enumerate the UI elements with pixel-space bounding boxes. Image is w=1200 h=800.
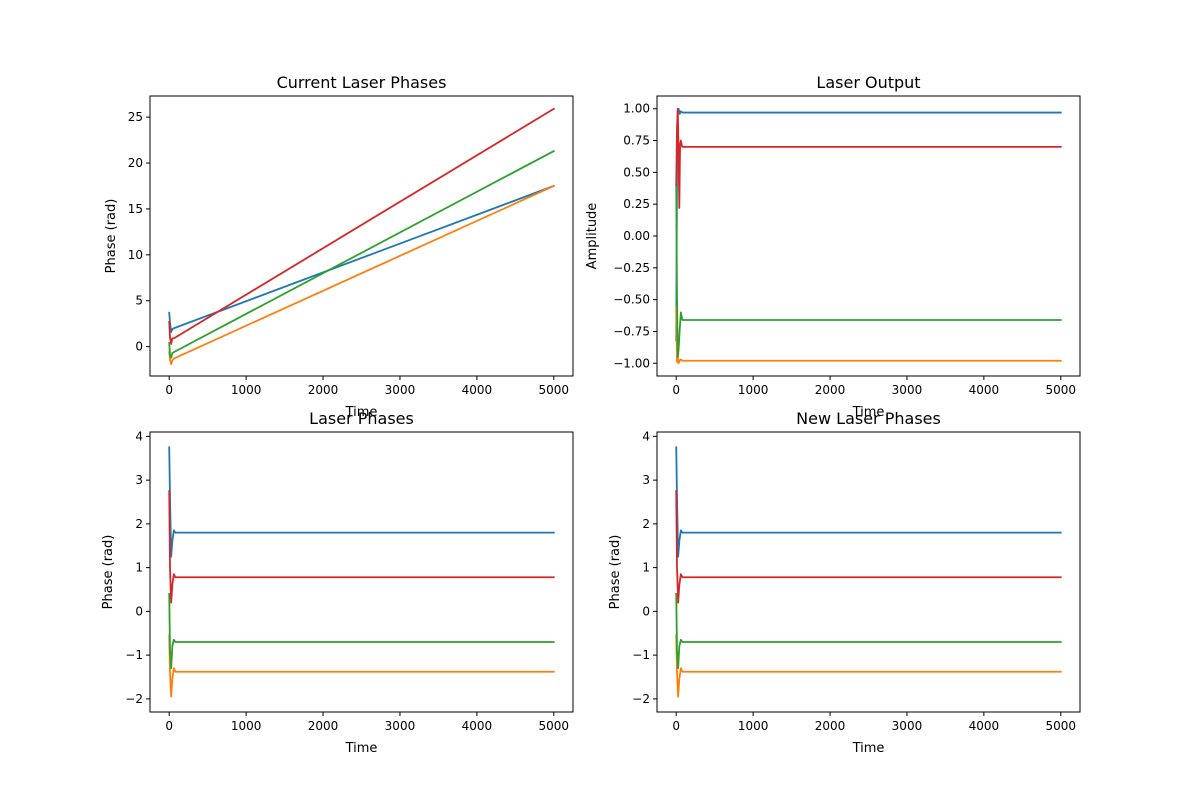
series-line-2 bbox=[675, 592, 1062, 670]
x-tick-label: 0 bbox=[672, 383, 680, 397]
chart-title: Laser Phases bbox=[309, 409, 414, 428]
x-tick-label: 0 bbox=[165, 383, 173, 397]
subplot-current-laser-phases: Current Laser Phases Time Phase (rad) 0 1… bbox=[104, 73, 574, 420]
subplot-laser-phases: Laser Phases Time Phase (rad) 0 1000 2000 3… bbox=[101, 409, 574, 756]
x-tick-label: 3000 bbox=[892, 383, 923, 397]
y-tick-label: 0.00 bbox=[623, 229, 650, 243]
y-axis-label: Phase (rad) bbox=[101, 535, 116, 610]
plot-area bbox=[675, 446, 1062, 698]
subplot-new-laser-phases: New Laser Phases Time Phase (rad) 0 1000 2… bbox=[608, 409, 1081, 756]
series-line-1 bbox=[675, 634, 1062, 698]
x-axis-label: Time bbox=[345, 405, 378, 420]
y-axis-label: Amplitude bbox=[585, 203, 600, 270]
axes-frame bbox=[656, 431, 1081, 713]
axes-frame bbox=[656, 95, 1081, 377]
x-tick-label: 5000 bbox=[1045, 719, 1076, 733]
y-tick-label: 0.25 bbox=[623, 197, 650, 211]
y-tick-label: 3 bbox=[135, 473, 143, 487]
y-tick-label: 15 bbox=[128, 202, 143, 216]
chart-title: Current Laser Phases bbox=[277, 73, 447, 92]
series-line-1 bbox=[168, 184, 555, 365]
x-tick-label: 3000 bbox=[892, 719, 923, 733]
x-tick-label: 1000 bbox=[231, 719, 262, 733]
x-axis-label: Time bbox=[852, 405, 885, 420]
y-tick-label: 4 bbox=[642, 429, 650, 443]
y-axis-label: Phase (rad) bbox=[104, 199, 119, 274]
subplot-laser-output: Laser Output Time Amplitude 0 1000 2000 300… bbox=[585, 73, 1081, 420]
plot-area bbox=[168, 107, 556, 365]
series-line-1 bbox=[168, 634, 555, 698]
axes-frame bbox=[149, 95, 574, 377]
x-tick-label: 3000 bbox=[385, 383, 416, 397]
series-line-2 bbox=[675, 185, 1062, 358]
x-tick-label: 4000 bbox=[969, 719, 1000, 733]
x-tick-label: 1000 bbox=[738, 383, 769, 397]
series-line-3 bbox=[168, 490, 555, 604]
plot-area bbox=[675, 107, 1062, 365]
y-tick-label: 0 bbox=[642, 604, 650, 618]
y-tick-label: 3 bbox=[642, 473, 650, 487]
x-tick-label: 5000 bbox=[538, 719, 569, 733]
x-tick-label: 4000 bbox=[462, 383, 493, 397]
y-tick-label: −1 bbox=[632, 648, 650, 662]
y-tick-label: −1 bbox=[125, 648, 143, 662]
chart-title: New Laser Phases bbox=[796, 409, 941, 428]
y-tick-label: 1 bbox=[135, 561, 143, 575]
y-tick-label: −0.25 bbox=[613, 261, 650, 275]
x-tick-label: 2000 bbox=[308, 383, 339, 397]
y-tick-label: −1.00 bbox=[613, 356, 650, 370]
y-tick-label: 0 bbox=[135, 340, 143, 354]
x-tick-label: 4000 bbox=[462, 719, 493, 733]
y-tick-label: 5 bbox=[135, 294, 143, 308]
x-tick-label: 5000 bbox=[538, 383, 569, 397]
y-tick-label: −2 bbox=[632, 692, 650, 706]
y-tick-label: 1.00 bbox=[623, 102, 650, 116]
x-axis-label: Time bbox=[345, 741, 378, 756]
x-tick-label: 1000 bbox=[231, 383, 262, 397]
y-tick-label: 25 bbox=[128, 110, 143, 124]
y-tick-label: 20 bbox=[128, 156, 143, 170]
series-line-3 bbox=[168, 107, 556, 345]
y-tick-label: 2 bbox=[135, 517, 143, 531]
series-line-3 bbox=[675, 107, 1062, 209]
series-line-2 bbox=[168, 592, 555, 670]
y-axis-label: Phase (rad) bbox=[608, 535, 623, 610]
x-tick-label: 0 bbox=[672, 719, 680, 733]
x-tick-label: 3000 bbox=[385, 719, 416, 733]
x-tick-label: 2000 bbox=[815, 383, 846, 397]
x-tick-label: 5000 bbox=[1045, 383, 1076, 397]
y-tick-label: −2 bbox=[125, 692, 143, 706]
chart-title: Laser Output bbox=[816, 73, 920, 92]
x-tick-label: 2000 bbox=[815, 719, 846, 733]
y-tick-label: 4 bbox=[135, 429, 143, 443]
x-axis-label: Time bbox=[852, 741, 885, 756]
y-tick-label: 0 bbox=[135, 604, 143, 618]
series-line-2 bbox=[168, 149, 555, 359]
x-tick-label: 4000 bbox=[969, 383, 1000, 397]
y-tick-label: −0.75 bbox=[613, 324, 650, 338]
x-tick-label: 1000 bbox=[738, 719, 769, 733]
y-tick-label: 2 bbox=[642, 517, 650, 531]
plot-area bbox=[168, 446, 555, 698]
series-line-1 bbox=[675, 306, 1062, 365]
y-tick-label: 10 bbox=[128, 248, 143, 262]
series-line-3 bbox=[675, 490, 1062, 604]
x-tick-label: 2000 bbox=[308, 719, 339, 733]
y-tick-label: 0.50 bbox=[623, 165, 650, 179]
y-tick-label: 0.75 bbox=[623, 134, 650, 148]
y-tick-label: 1 bbox=[642, 561, 650, 575]
axes-frame bbox=[149, 431, 574, 713]
x-tick-label: 0 bbox=[165, 719, 173, 733]
y-tick-label: −0.50 bbox=[613, 293, 650, 307]
